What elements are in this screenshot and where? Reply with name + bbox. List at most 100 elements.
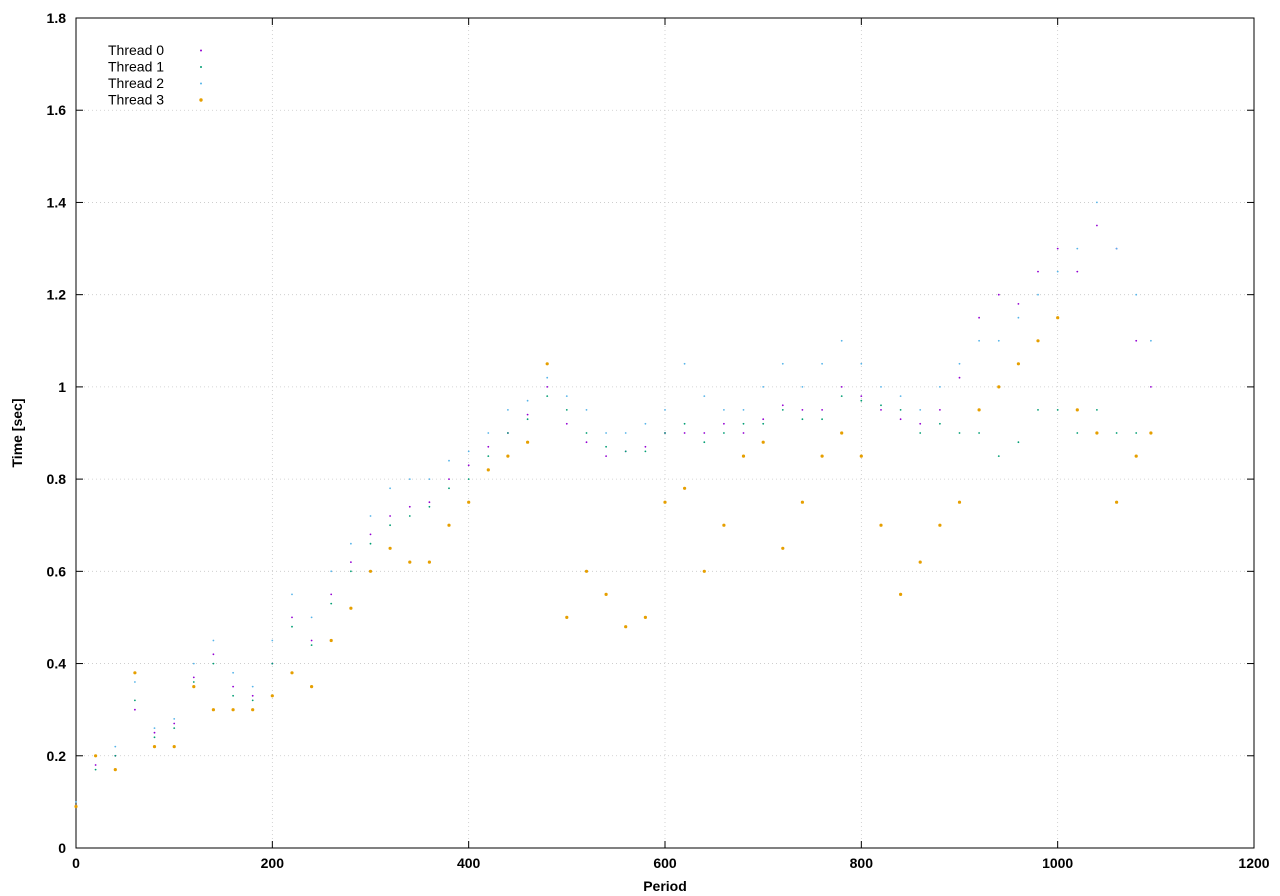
data-point bbox=[781, 404, 784, 407]
data-point bbox=[840, 386, 843, 388]
data-point bbox=[585, 441, 588, 444]
data-point bbox=[1115, 432, 1118, 434]
legend-label: Thread 2 bbox=[108, 75, 164, 91]
data-point bbox=[153, 736, 156, 739]
y-tick-label: 0 bbox=[58, 840, 66, 856]
data-point bbox=[683, 362, 686, 365]
data-point bbox=[762, 422, 765, 425]
data-point bbox=[330, 570, 333, 573]
data-point bbox=[664, 432, 666, 434]
data-point bbox=[997, 385, 1001, 389]
data-point bbox=[192, 685, 196, 689]
data-point bbox=[487, 445, 490, 448]
y-tick-label: 1 bbox=[58, 379, 66, 395]
data-point bbox=[310, 616, 313, 619]
data-point bbox=[880, 404, 882, 407]
data-point bbox=[271, 639, 274, 642]
data-point bbox=[545, 362, 549, 366]
data-point bbox=[526, 440, 530, 444]
series-2 bbox=[75, 201, 1152, 803]
x-tick-label: 1200 bbox=[1238, 855, 1269, 871]
data-point bbox=[644, 445, 647, 448]
x-axis-title: Period bbox=[643, 878, 687, 894]
data-point bbox=[723, 432, 725, 434]
y-tick-label: 0.4 bbox=[47, 656, 67, 672]
data-point bbox=[291, 625, 293, 628]
data-point bbox=[94, 764, 97, 766]
data-point bbox=[997, 455, 1000, 457]
data-point bbox=[1095, 431, 1099, 435]
data-point bbox=[114, 754, 117, 757]
data-point bbox=[585, 409, 588, 411]
data-point bbox=[978, 316, 980, 319]
data-point bbox=[1115, 247, 1118, 250]
data-point bbox=[270, 694, 274, 698]
data-point bbox=[507, 409, 509, 411]
data-point bbox=[1056, 247, 1059, 250]
data-point bbox=[821, 418, 823, 421]
y-tick-label: 1.4 bbox=[47, 194, 67, 210]
data-point bbox=[75, 801, 77, 803]
ticks bbox=[75, 17, 1255, 849]
data-point bbox=[310, 639, 313, 642]
data-point bbox=[152, 745, 157, 749]
data-point bbox=[879, 523, 883, 527]
data-point bbox=[1134, 454, 1138, 458]
data-point bbox=[880, 409, 882, 411]
data-point bbox=[1037, 270, 1039, 273]
legend-label: Thread 1 bbox=[108, 59, 164, 75]
data-point bbox=[683, 422, 686, 425]
data-point bbox=[447, 523, 451, 527]
data-point bbox=[939, 422, 941, 425]
legend-label: Thread 3 bbox=[108, 92, 164, 108]
data-point bbox=[330, 602, 333, 605]
data-point bbox=[703, 395, 706, 397]
data-point bbox=[1056, 409, 1059, 411]
data-point bbox=[1096, 409, 1098, 411]
data-point bbox=[800, 500, 805, 504]
data-point bbox=[899, 418, 902, 421]
data-point bbox=[762, 418, 765, 421]
data-point bbox=[310, 685, 314, 689]
data-point bbox=[251, 694, 254, 697]
data-point bbox=[526, 399, 529, 402]
data-point bbox=[899, 395, 902, 397]
data-point bbox=[1135, 432, 1138, 434]
data-point bbox=[1056, 316, 1060, 320]
data-point bbox=[350, 570, 352, 573]
data-point bbox=[506, 454, 510, 458]
data-point bbox=[821, 409, 823, 411]
data-point bbox=[173, 718, 176, 720]
data-point bbox=[486, 468, 490, 472]
data-point bbox=[487, 455, 490, 457]
x-tick-label: 600 bbox=[653, 855, 677, 871]
data-point bbox=[859, 454, 863, 458]
data-point bbox=[939, 409, 941, 411]
data-point bbox=[723, 409, 725, 411]
data-point bbox=[565, 615, 569, 620]
data-point bbox=[467, 464, 470, 467]
data-point bbox=[880, 386, 882, 388]
tick-labels: 0 200 400 600 800 1000 1200 0 0.2 0.4 0.6 0.8 1 1.2 1.… bbox=[47, 10, 1270, 871]
data-point bbox=[467, 500, 471, 504]
data-point bbox=[644, 450, 647, 453]
data-point bbox=[703, 432, 706, 434]
data-point bbox=[172, 745, 176, 749]
data-point bbox=[919, 432, 922, 434]
y-tick-label: 0.2 bbox=[47, 748, 67, 764]
data-point bbox=[958, 432, 961, 434]
data-point bbox=[369, 515, 372, 517]
data-point bbox=[1135, 339, 1138, 342]
data-point bbox=[349, 606, 353, 610]
data-point bbox=[94, 768, 97, 771]
data-point bbox=[1096, 201, 1098, 204]
data-point bbox=[192, 676, 195, 679]
legend-marker bbox=[200, 82, 202, 85]
data-point bbox=[723, 422, 725, 425]
data-point bbox=[1016, 362, 1021, 366]
data-point bbox=[1076, 432, 1079, 434]
data-point bbox=[781, 546, 785, 550]
y-tick-label: 0.6 bbox=[47, 563, 67, 579]
data-point bbox=[389, 487, 391, 490]
